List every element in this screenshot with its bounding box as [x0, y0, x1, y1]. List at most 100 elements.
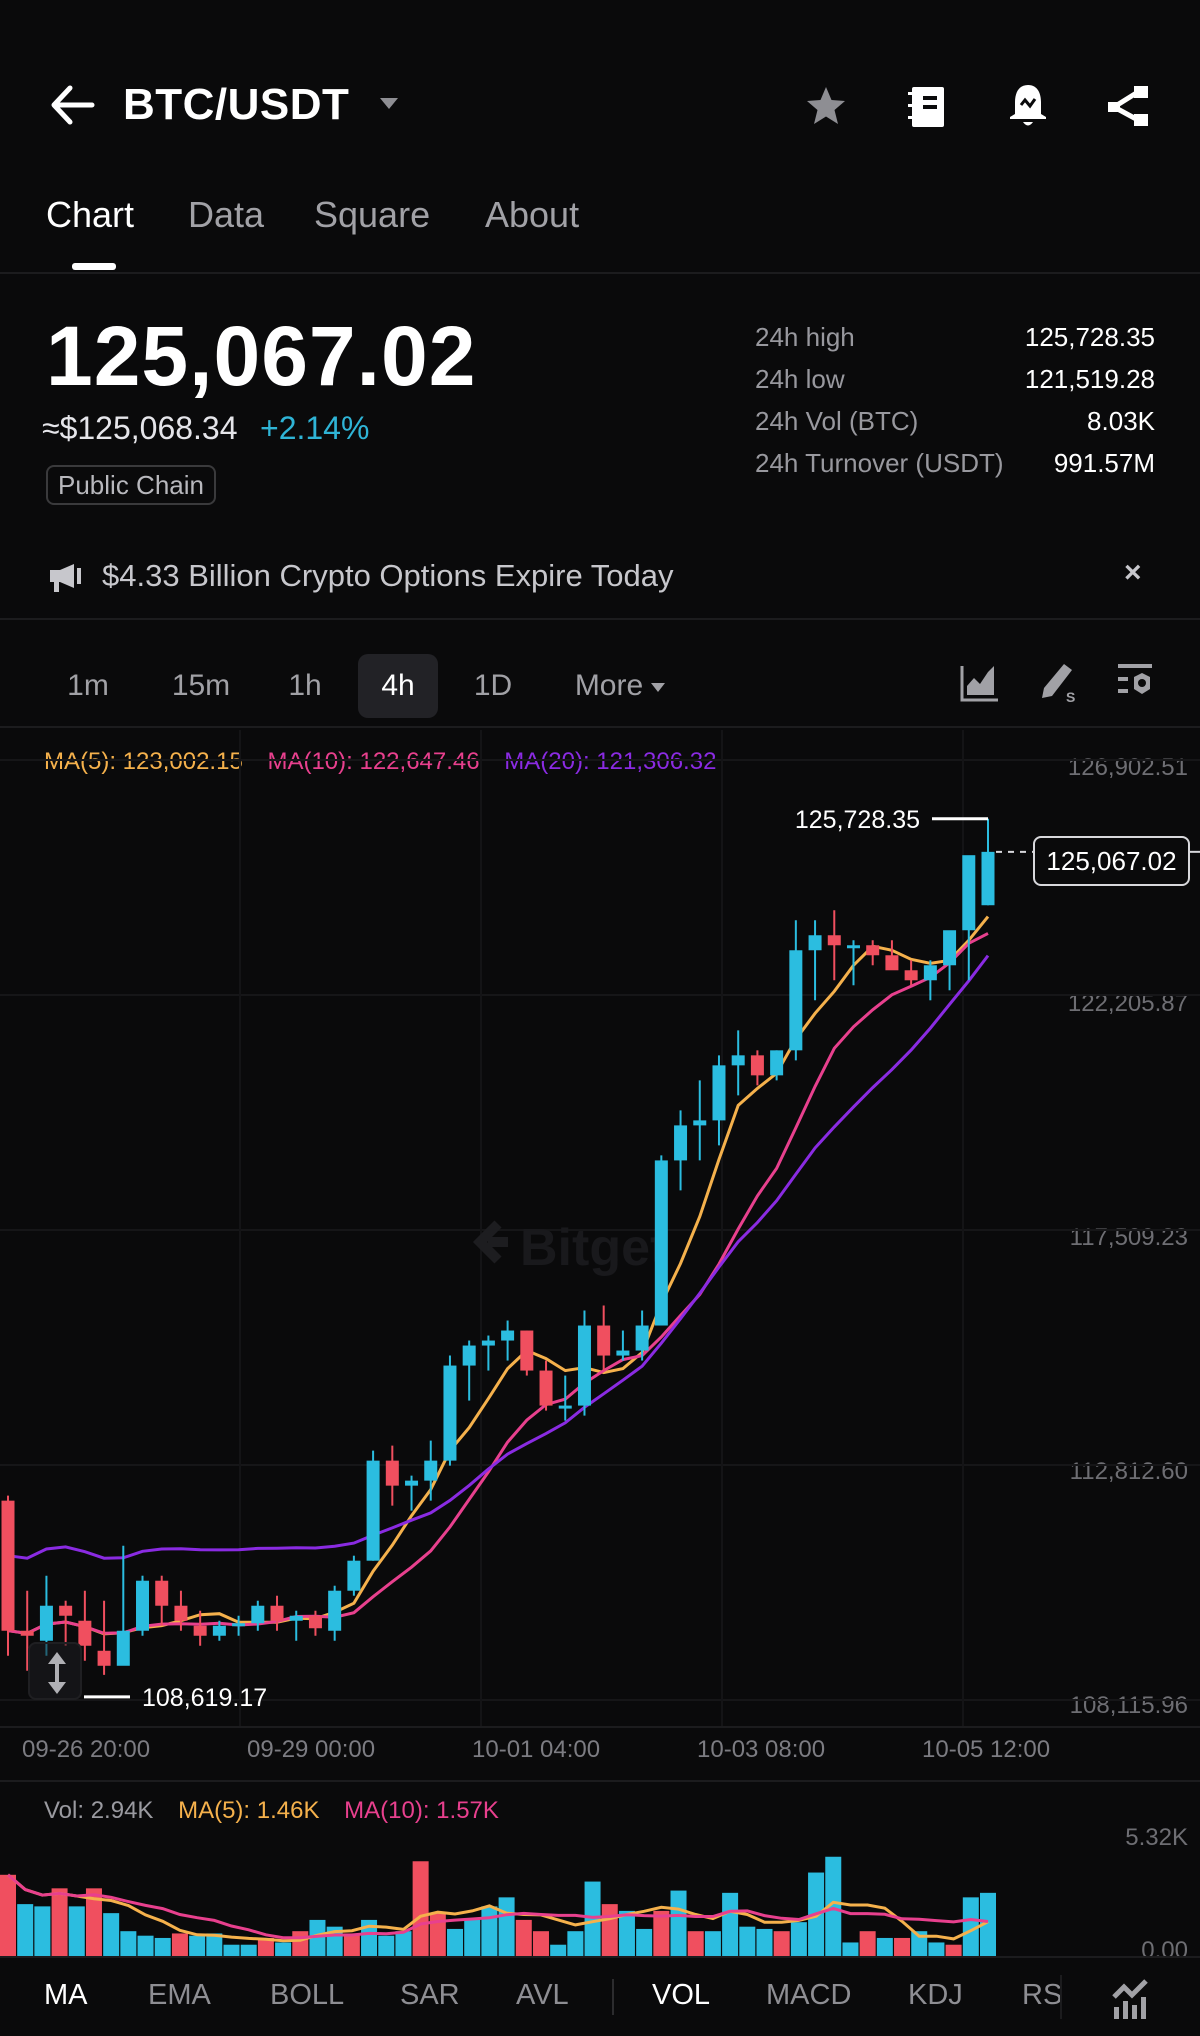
current-price-tag: 125,067.02: [1033, 836, 1190, 886]
indicator-ema[interactable]: EMA: [148, 1979, 211, 2011]
moving-average-lines: [7, 915, 990, 1636]
back-arrow-icon[interactable]: [48, 84, 96, 126]
drawing-tools-icon[interactable]: S: [1036, 660, 1080, 704]
star-icon[interactable]: [802, 82, 850, 130]
svg-text:S: S: [1066, 689, 1075, 704]
indicator-sar[interactable]: SAR: [400, 1979, 460, 2011]
volume-bar: [378, 1935, 395, 1956]
megaphone-icon: [50, 564, 81, 592]
volume-bar: [189, 1935, 206, 1956]
stat-label: 24h Turnover (USDT): [755, 448, 1004, 478]
volume-bar: [859, 1931, 876, 1956]
vol-value: Vol: 2.94K: [44, 1797, 154, 1824]
volume-chart[interactable]: [0, 1830, 1200, 1970]
top-header: BTC/USDT: [0, 60, 1200, 150]
indicator-macd[interactable]: MACD: [766, 1979, 852, 2011]
volume-bar: [0, 1874, 16, 1956]
y-axis-label: 126,902.51: [1067, 754, 1188, 781]
volume-bar: [532, 1931, 549, 1956]
vol-ma5-value: MA(5): 1.46K: [178, 1797, 320, 1824]
announcement-banner[interactable]: $4.33 Billion Crypto Options Expire Toda…: [0, 548, 1200, 620]
volume-bar: [240, 1944, 257, 1956]
volume-bar: [498, 1897, 515, 1956]
volume-bar: [257, 1937, 274, 1956]
indicator-avl[interactable]: AVL: [516, 1979, 569, 2011]
volume-bar: [876, 1937, 893, 1956]
candlestick-chart[interactable]: Bitget 125,728.35 108,619.17: [0, 730, 1200, 1730]
indicator-boll[interactable]: BOLL: [270, 1979, 345, 2011]
main-tabs: Chart Data Square About: [0, 190, 1200, 274]
stat-24h-turnover: 24h Turnover (USDT) 991.57M: [755, 448, 1155, 490]
price-annotations: 125,728.35 108,619.17: [84, 806, 1200, 1712]
tab-square[interactable]: Square: [314, 194, 431, 235]
stat-label: 24h Vol (BTC): [755, 406, 919, 436]
tab-about[interactable]: About: [485, 194, 580, 235]
volume-bar: [34, 1906, 51, 1956]
stat-label: 24h high: [755, 322, 855, 352]
volume-bar: [292, 1931, 309, 1956]
chart-settings-icon[interactable]: [1114, 660, 1158, 704]
interval-1h[interactable]: 1h: [288, 669, 322, 702]
volume-bar: [68, 1906, 85, 1956]
volume-bar: [206, 1933, 223, 1956]
volume-bar: [722, 1892, 739, 1956]
notebook-icon[interactable]: [904, 82, 952, 130]
indicator-rsi[interactable]: RS: [1022, 1979, 1060, 2011]
x-axis-label: 09-29 00:00: [247, 1736, 376, 1763]
vertical-resize-icon: [48, 1652, 66, 1694]
close-icon[interactable]: ×: [1124, 556, 1142, 589]
volume-legend: Vol: 2.94K MA(5): 1.46K MA(10): 1.57K: [44, 1797, 517, 1825]
volume-bar: [601, 1904, 618, 1956]
volume-bar: [894, 1937, 911, 1956]
chart-type-icon[interactable]: [958, 660, 1002, 704]
indicator-ma[interactable]: MA: [44, 1979, 88, 2011]
indicator-settings-icon[interactable]: [1110, 1975, 1152, 2021]
axis-scale-handle[interactable]: [28, 1642, 82, 1700]
volume-bar: [567, 1931, 584, 1956]
tab-data[interactable]: Data: [188, 194, 265, 235]
pair-title[interactable]: BTC/USDT: [123, 80, 350, 129]
interval-1d[interactable]: 1D: [473, 669, 513, 702]
volume-bar: [618, 1910, 635, 1956]
volume-divider: [0, 1780, 1200, 1782]
announcement-text[interactable]: $4.33 Billion Crypto Options Expire Toda…: [102, 558, 674, 593]
change-percent: +2.14%: [260, 410, 370, 446]
share-icon[interactable]: [1104, 82, 1152, 130]
volume-bar: [429, 1913, 446, 1956]
tab-chart[interactable]: Chart: [46, 194, 135, 235]
indicator-scroll-edge: [1060, 1975, 1062, 2019]
interval-15m[interactable]: 15m: [171, 669, 231, 702]
volume-y-max: 5.32K: [1125, 1824, 1188, 1851]
y-axis-label: 112,812.60: [1069, 1458, 1188, 1485]
interval-4h[interactable]: 4h: [358, 654, 438, 718]
active-tab-indicator: [72, 263, 116, 270]
volume-bar: [945, 1944, 962, 1956]
price-alert-bell-icon[interactable]: [1004, 82, 1052, 130]
volume-bar: [464, 1919, 481, 1956]
x-axis-label: 09-26 20:00: [22, 1736, 151, 1763]
volume-bar: [653, 1910, 670, 1956]
ma10-value: MA(10): 122,647.46: [267, 748, 480, 775]
volume-bar: [842, 1942, 859, 1956]
pair-dropdown-caret-icon[interactable]: [380, 98, 398, 109]
y-axis-label: 117,509.23: [1069, 1224, 1188, 1251]
indicator-kdj[interactable]: KDJ: [908, 1979, 963, 2011]
indicator-vol[interactable]: VOL: [652, 1979, 711, 2011]
volume-bar: [103, 1913, 120, 1956]
volume-bar: [171, 1933, 188, 1956]
public-chain-tag[interactable]: Public Chain: [46, 465, 216, 505]
stat-value: 8.03K: [1087, 406, 1155, 436]
volume-bar: [51, 1888, 68, 1956]
vol-ma10-value: MA(10): 1.57K: [344, 1797, 499, 1824]
interval-more[interactable]: More: [560, 654, 680, 718]
volume-bar: [309, 1919, 326, 1956]
ma5-value: MA(5): 123,002.15: [44, 748, 243, 775]
interval-1m[interactable]: 1m: [67, 669, 109, 702]
chart-grid: [0, 730, 1200, 1726]
candles: [1, 818, 995, 1675]
volume-bar: [395, 1931, 412, 1956]
volume-bar: [137, 1935, 154, 1956]
y-axis-label: 108,115.96: [1069, 1692, 1188, 1719]
volume-bar: [343, 1933, 360, 1956]
stat-24h-low: 24h low 121,519.28: [755, 364, 1155, 406]
